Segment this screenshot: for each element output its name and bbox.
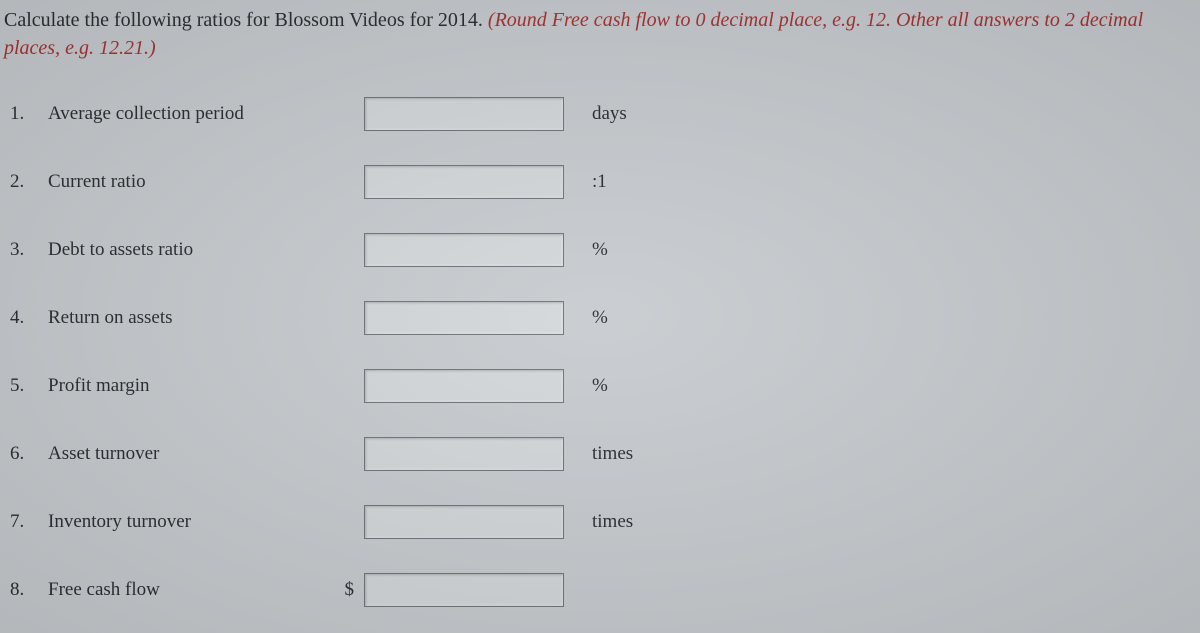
row-input[interactable]	[364, 301, 564, 335]
row-number: 3.	[4, 239, 44, 261]
row-label: Average collection period	[48, 103, 328, 125]
row-suffix: %	[578, 239, 698, 261]
row-number: 5.	[4, 375, 44, 397]
row-return-on-assets: 4. Return on assets %	[4, 284, 1196, 352]
row-input[interactable]	[364, 505, 564, 539]
row-inventory-turnover: 7. Inventory turnover times	[4, 488, 1196, 556]
row-current-ratio: 2. Current ratio :1	[4, 148, 1196, 216]
row-profit-margin: 5. Profit margin %	[4, 352, 1196, 420]
row-suffix: times	[578, 511, 698, 533]
row-free-cash-flow: 8. Free cash flow $	[4, 556, 1196, 624]
question-prompt: Calculate the following ratios for Bloss…	[0, 0, 1200, 80]
row-label: Free cash flow	[48, 579, 328, 601]
row-suffix: days	[578, 103, 698, 125]
row-suffix: %	[578, 307, 698, 329]
row-input[interactable]	[364, 165, 564, 199]
ratio-rows: 1. Average collection period days 2. Cur…	[0, 80, 1200, 624]
row-label: Asset turnover	[48, 443, 328, 465]
row-number: 1.	[4, 103, 44, 125]
row-input[interactable]	[364, 369, 564, 403]
row-suffix: :1	[578, 171, 698, 193]
row-label: Inventory turnover	[48, 511, 328, 533]
row-prefix: $	[332, 579, 360, 601]
prompt-text: Calculate the following ratios for Bloss…	[4, 9, 488, 31]
row-label: Return on assets	[48, 307, 328, 329]
row-label: Current ratio	[48, 171, 328, 193]
row-input[interactable]	[364, 437, 564, 471]
row-debt-to-assets: 3. Debt to assets ratio %	[4, 216, 1196, 284]
row-input[interactable]	[364, 97, 564, 131]
row-input[interactable]	[364, 233, 564, 267]
row-average-collection-period: 1. Average collection period days	[4, 80, 1196, 148]
row-suffix: times	[578, 443, 698, 465]
row-number: 4.	[4, 307, 44, 329]
row-suffix: %	[578, 375, 698, 397]
row-number: 8.	[4, 579, 44, 601]
row-label: Profit margin	[48, 375, 328, 397]
row-number: 2.	[4, 171, 44, 193]
row-number: 7.	[4, 511, 44, 533]
row-input[interactable]	[364, 573, 564, 607]
row-label: Debt to assets ratio	[48, 239, 328, 261]
row-asset-turnover: 6. Asset turnover times	[4, 420, 1196, 488]
row-number: 6.	[4, 443, 44, 465]
